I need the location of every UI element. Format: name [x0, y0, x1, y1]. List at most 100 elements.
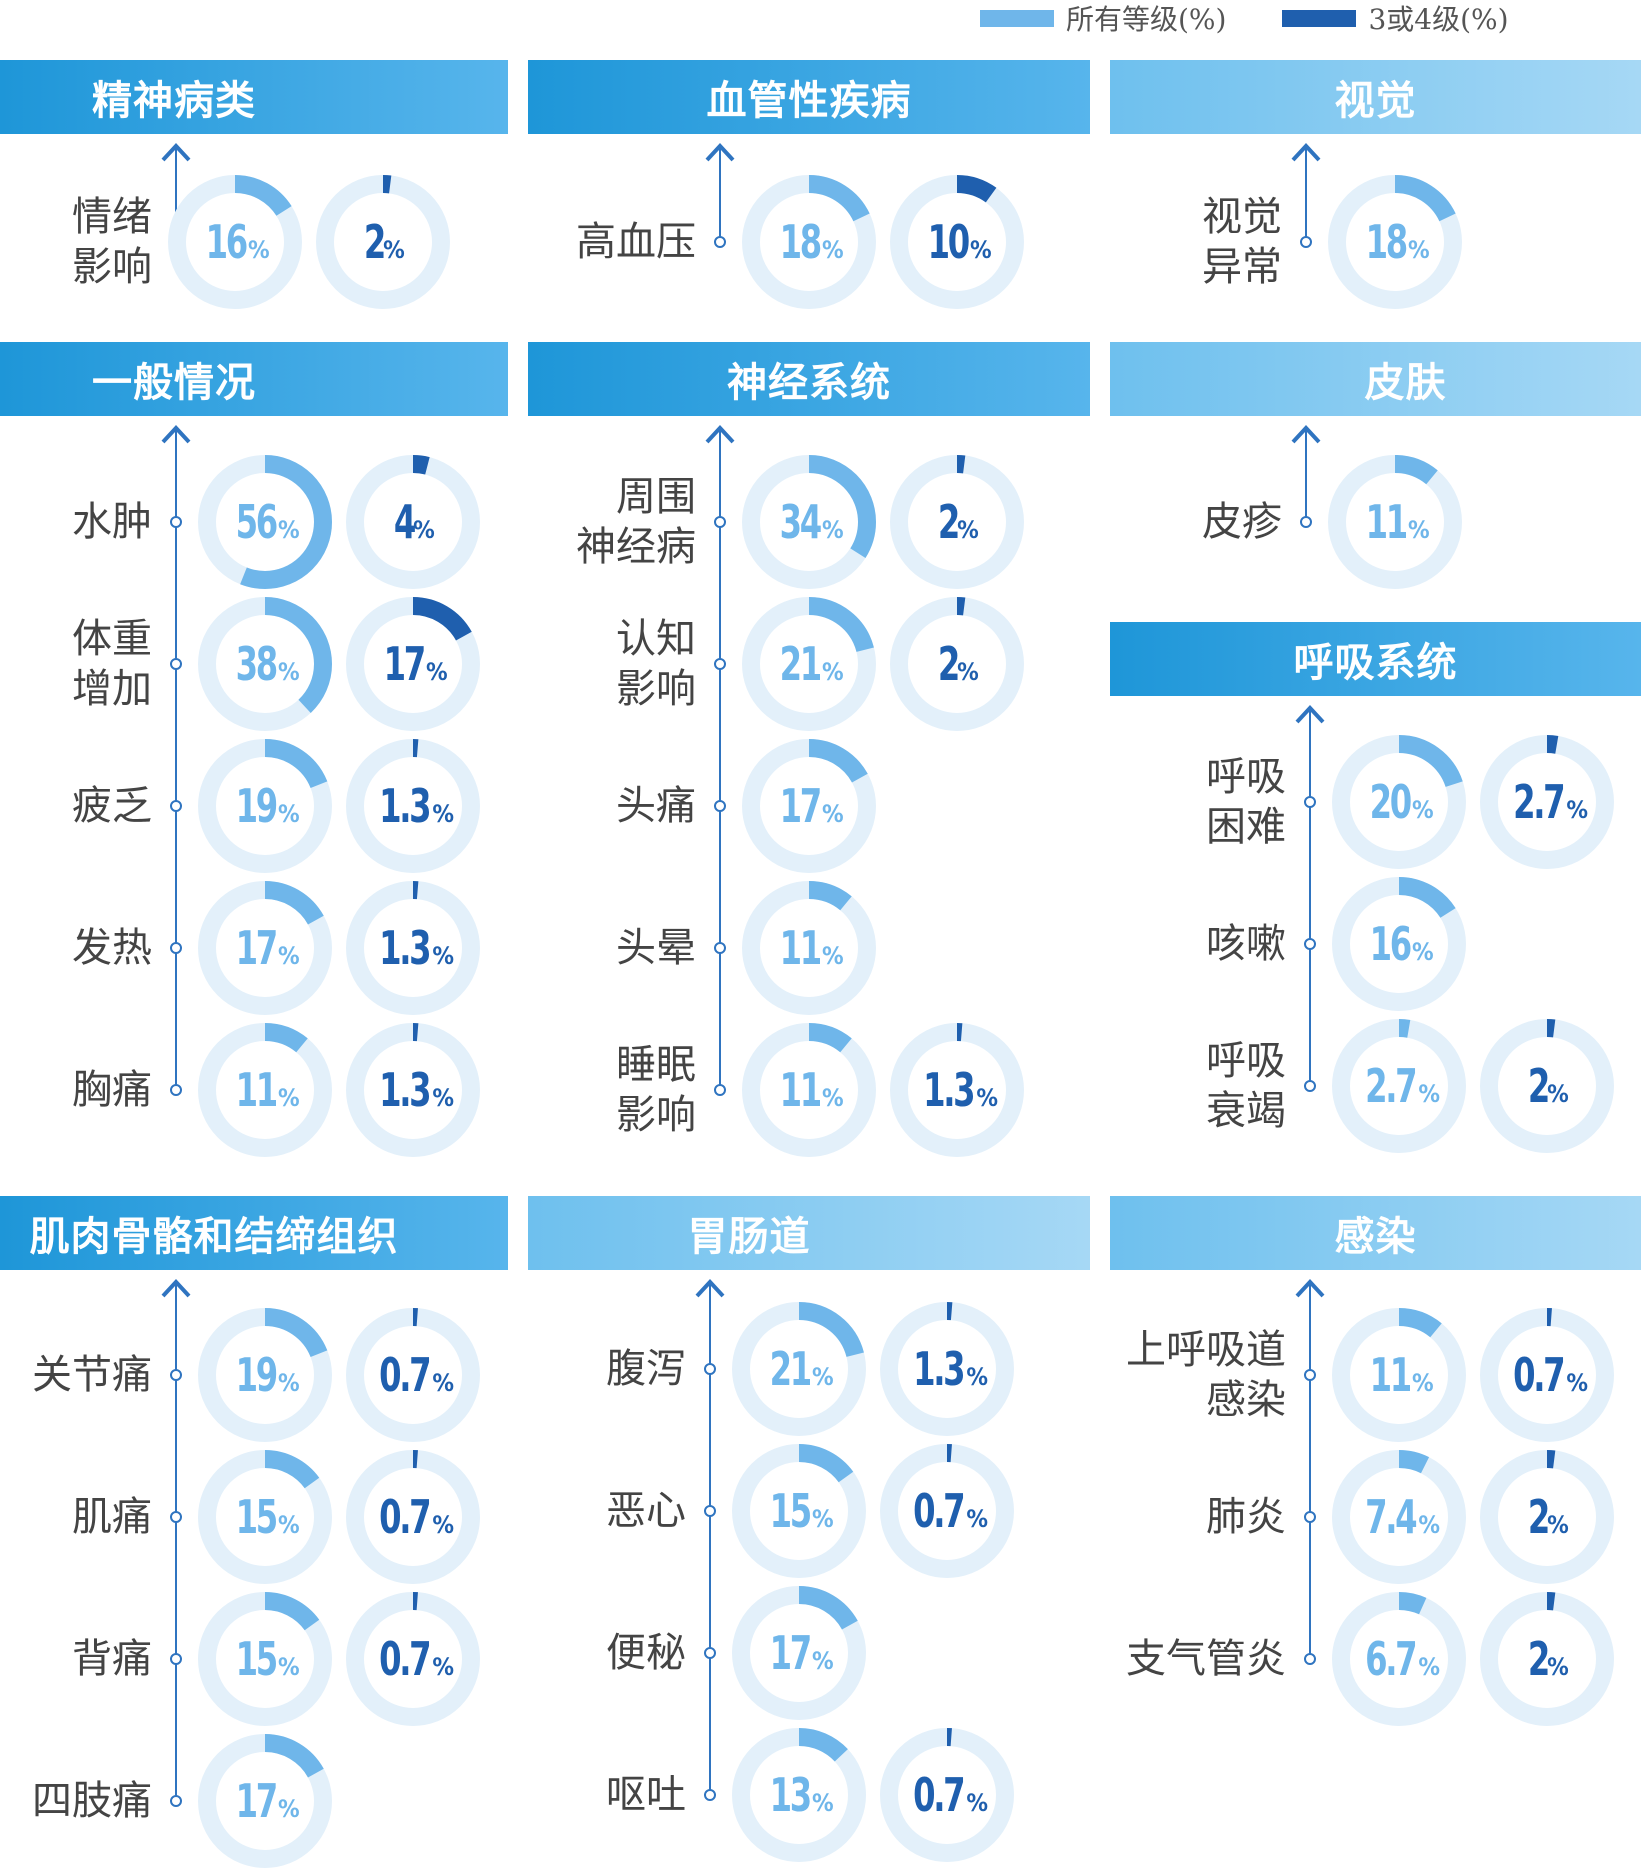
donut-grade-3-4-percent-sign: % — [1547, 1653, 1569, 1681]
donut-all-grades-percent-sign: % — [277, 942, 300, 970]
donut-grade-3-4-value: 2% — [1480, 1450, 1614, 1584]
donut-grade-3-4-ring — [346, 597, 480, 731]
row-label-line: 恶心 — [606, 1488, 686, 1534]
arrow-up-icon-path — [1295, 705, 1325, 724]
panel-title: 一般情况 — [92, 360, 256, 406]
row-label-line: 呕吐 — [606, 1772, 686, 1818]
donut-grade-3-4: 1.3% — [346, 739, 480, 873]
donut-grade-3-4-arc — [880, 1302, 1014, 1436]
donut-grade-3-4-ring — [346, 1023, 480, 1157]
row-label-line: 胸痛 — [72, 1067, 152, 1113]
donut-all-grades-percent-sign: % — [1411, 796, 1434, 824]
donut-all-grades-arc — [732, 1444, 866, 1578]
panel-title: 肌肉骨骼和结缔组织 — [29, 1214, 399, 1260]
donut-grade-3-4-arc — [1480, 1450, 1614, 1584]
donut-grade-3-4-arc — [1480, 1308, 1614, 1442]
donut-all-grades-value-number: 11 — [1366, 495, 1409, 549]
donut-all-grades-ring — [742, 455, 876, 589]
donut-all-grades-value-number: 18 — [1366, 215, 1409, 269]
panel-title-banner: 胃肠道 — [528, 1196, 1090, 1270]
donut-all-grades-value-number: 2.7 — [1365, 1059, 1418, 1113]
row-label-line: 水肿 — [72, 499, 152, 545]
donut-all-grades-value: 18% — [742, 175, 876, 309]
donut-all-grades-value: 34% — [742, 455, 876, 589]
row-marker-dot — [1304, 1369, 1316, 1381]
donut-grade-3-4-ring — [1480, 1019, 1614, 1153]
panel-axis-line — [709, 1280, 711, 1795]
donut-grade-3-4-percent-sign: % — [957, 658, 979, 686]
row-label-line: 肌痛 — [72, 1494, 152, 1540]
donut-grade-3-4-ring — [346, 455, 480, 589]
donut-grade-3-4-value: 17% — [346, 597, 480, 731]
row-label-line: 认知 — [616, 616, 696, 662]
arrow-up-icon — [161, 143, 191, 162]
donut-grade-3-4-value: 4% — [346, 455, 480, 589]
row-label: 呕吐 — [606, 1770, 686, 1820]
donut-grade-3-4: 1.3% — [346, 1023, 480, 1157]
row-label-line: 感染 — [1206, 1377, 1286, 1423]
donut-all-grades-value-number: 11 — [780, 1063, 823, 1117]
donut-grade-3-4-value-number: 2 — [1528, 1632, 1550, 1686]
donut-all-grades-value: 11% — [742, 1023, 876, 1157]
donut-grade-3-4: 1.3% — [880, 1302, 1014, 1436]
donut-grade-3-4: 2% — [890, 597, 1024, 731]
row-marker-dot — [170, 658, 182, 670]
donut-all-grades-percent-sign: % — [277, 800, 300, 828]
panel-axis-line — [1305, 426, 1307, 522]
donut-grade-3-4-ring — [880, 1302, 1014, 1436]
legend-swatch-all-grades — [980, 9, 1054, 27]
legend-item-all-grades: 所有等级(%) — [980, 0, 1226, 38]
donut-all-grades-percent-sign: % — [821, 658, 844, 686]
donut-all-grades-value: 21% — [732, 1302, 866, 1436]
row-label-line: 高血压 — [576, 219, 696, 265]
donut-grade-3-4-value-number: 0.7 — [379, 1632, 432, 1686]
row-label-line: 影响 — [616, 666, 696, 712]
donut-all-grades-arc — [742, 1023, 876, 1157]
donut-grade-3-4-value-number: 0.7 — [379, 1348, 432, 1402]
row-label: 关节痛 — [32, 1350, 152, 1400]
donut-all-grades-arc — [1332, 1019, 1466, 1153]
donut-all-grades-percent-sign: % — [1407, 236, 1430, 264]
panel-title: 神经系统 — [727, 360, 891, 406]
row-label-line: 背痛 — [72, 1636, 152, 1682]
donut-all-grades-arc — [1328, 455, 1462, 589]
row-label-line: 肺炎 — [1206, 1494, 1286, 1540]
donut-grade-3-4: 0.7% — [346, 1450, 480, 1584]
row-marker-dot — [704, 1789, 716, 1801]
donut-grade-3-4: 1.3% — [346, 881, 480, 1015]
donut-all-grades-percent-sign: % — [277, 516, 300, 544]
row-label: 肌痛 — [72, 1492, 152, 1542]
donut-all-grades-percent-sign: % — [821, 1084, 844, 1112]
row-marker-dot — [170, 1511, 182, 1523]
donut-all-grades: 2.7% — [1332, 1019, 1466, 1153]
donut-all-grades-value-number: 20 — [1370, 775, 1413, 829]
donut-grade-3-4-arc — [890, 1023, 1024, 1157]
donut-grade-3-4-value: 2% — [890, 597, 1024, 731]
donut-all-grades-ring — [1332, 1450, 1466, 1584]
row-label-line: 头晕 — [616, 925, 696, 971]
row-label-line: 咳嗽 — [1206, 921, 1286, 967]
donut-all-grades-arc — [198, 1308, 332, 1442]
donut-grade-3-4-ring — [346, 739, 480, 873]
donut-all-grades-percent-sign: % — [1407, 516, 1430, 544]
row-label: 恶心 — [606, 1486, 686, 1536]
arrow-up-icon-path — [1295, 1279, 1325, 1298]
donut-all-grades-value: 17% — [732, 1586, 866, 1720]
donut-all-grades: 18% — [742, 175, 876, 309]
row-label: 体重 增加 — [72, 614, 152, 714]
donut-all-grades-value: 11% — [1328, 455, 1462, 589]
row-marker-dot — [714, 236, 726, 248]
donut-grade-3-4-value: 0.7% — [346, 1450, 480, 1584]
donut-all-grades-ring — [742, 597, 876, 731]
donut-all-grades-arc — [168, 175, 302, 309]
donut-all-grades: 11% — [742, 881, 876, 1015]
donut-grade-3-4-arc — [1480, 1592, 1614, 1726]
row-label: 肺炎 — [1206, 1492, 1286, 1542]
donut-all-grades-ring — [732, 1302, 866, 1436]
donut-all-grades-ring — [732, 1444, 866, 1578]
donut-all-grades-value-number: 17 — [770, 1626, 813, 1680]
donut-all-grades-value-number: 21 — [770, 1342, 813, 1396]
donut-all-grades-arc — [742, 739, 876, 873]
donut-all-grades-percent-sign: % — [821, 942, 844, 970]
panel-axis-line — [719, 144, 721, 242]
